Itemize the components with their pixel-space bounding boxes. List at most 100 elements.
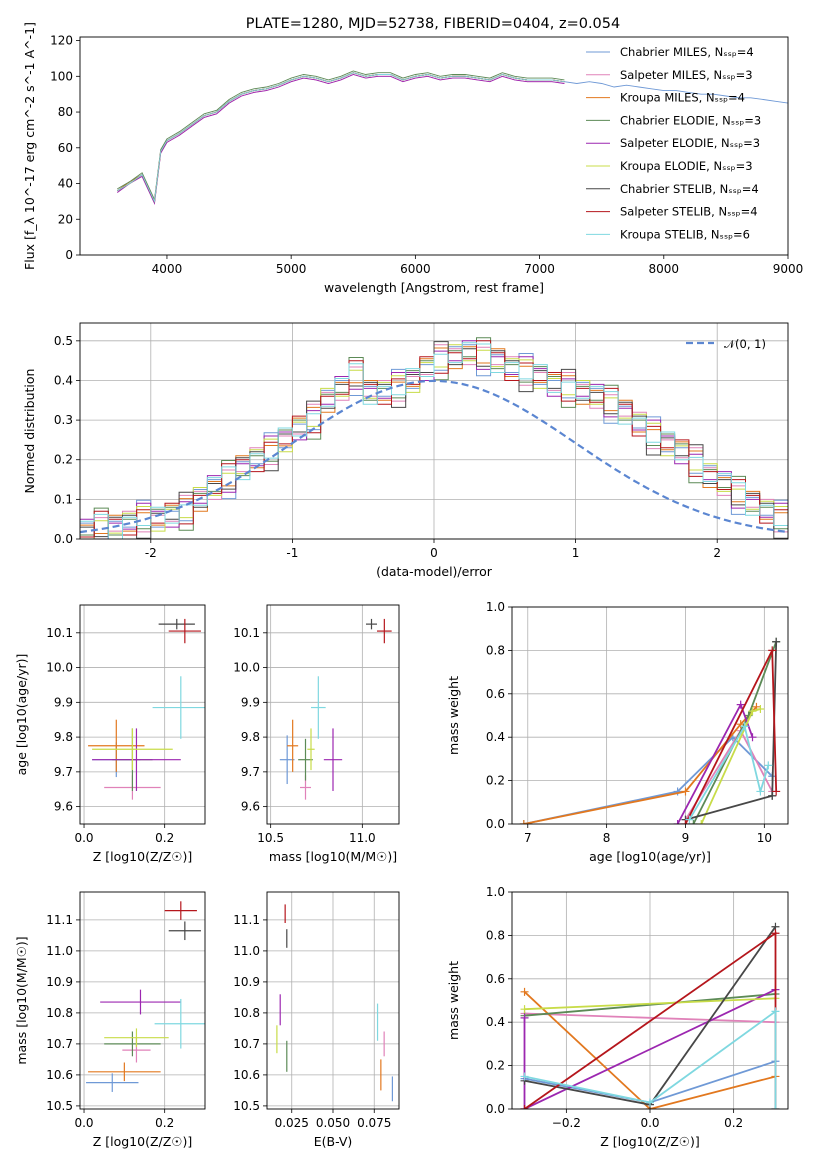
error-bar-point (104, 1031, 161, 1057)
y-tick-label: 10.6 (46, 1068, 73, 1082)
axes-frame (79, 891, 206, 1110)
legend-entry: Kroupa STELIB, Nₛₛₚ=6 (620, 227, 750, 241)
mass-weight-marker (771, 929, 780, 938)
y-tick-label: 10.5 (233, 1099, 260, 1113)
legend-entry: Salpeter STELIB, Nₛₛₚ=4 (620, 205, 758, 219)
mass-weight-marker (520, 1013, 529, 1022)
legend-entry: Chabrier MILES, Nₛₛₚ=4 (620, 45, 754, 59)
mass-weight-marker (520, 1072, 529, 1081)
y-axis-label: Normed distribution (22, 369, 37, 494)
x-tick-label: 0 (430, 546, 438, 560)
legend-entry: 𝒩(0, 1) (724, 337, 766, 351)
x-axis-label: Z [log10(Z/Z☉)] (93, 849, 193, 864)
spectrum-series-line (117, 72, 565, 204)
x-tick-label: 5000 (276, 262, 307, 276)
mass-weight-marker (772, 637, 781, 646)
mass-weight-marker (681, 787, 690, 796)
error-bar-point (152, 676, 205, 739)
y-tick-label: 0.0 (486, 817, 505, 831)
mass-weight-marker (748, 733, 757, 742)
chart-layer: 4000 5000 6000 7000 8000 9000020406080100120w… (14, 22, 803, 1149)
legend-entry: Chabrier ELODIE, Nₛₛₚ=3 (620, 113, 761, 127)
y-tick-label: 100 (50, 69, 73, 83)
x-tick-label: 8000 (649, 262, 680, 276)
legend-entry: Kroupa ELODIE, Nₛₛₚ=3 (620, 159, 753, 173)
y-tick-label: 9.8 (54, 730, 73, 744)
y-axis-label: Flux [f_λ 10^-17 erg cm^-2 s^-1 A^-1] (22, 22, 37, 270)
y-tick-label: 10.7 (46, 1037, 73, 1051)
x-axis-label: mass [log10(M/M☉)] (269, 849, 397, 864)
spectrum-series-line (117, 74, 565, 205)
y-tick-label: 120 (50, 34, 73, 48)
y-tick-label: 0.2 (486, 774, 505, 788)
y-tick-label: 9.7 (241, 765, 260, 779)
y-tick-label: 0.8 (486, 928, 505, 942)
spectrum-series-line (117, 72, 565, 204)
error-bar-point (92, 728, 173, 771)
y-tick-label: 10.9 (233, 975, 260, 989)
error-bar-point (88, 719, 145, 772)
error-bar-point (298, 738, 313, 781)
y-tick-label: 0 (65, 248, 73, 262)
mass-weight-marker (772, 787, 781, 796)
error-bar-point (168, 618, 201, 644)
error-bar-point (377, 618, 392, 644)
x-axis-label: wavelength [Angstrom, rest frame] (324, 280, 544, 295)
y-tick-label: 10.8 (46, 1006, 73, 1020)
spectrum-series-line (117, 72, 565, 204)
mass-weight-line (524, 1009, 777, 1109)
x-tick-label: -1 (286, 546, 298, 560)
mass-weight-marker (520, 1105, 529, 1109)
y-tick-label: 10.5 (46, 1099, 73, 1113)
x-tick-label: 7000 (524, 262, 555, 276)
y-tick-label: 20 (58, 212, 73, 226)
x-axis-label: Z [log10(Z/Z☉)] (600, 1134, 700, 1149)
y-tick-label: 11.0 (233, 944, 260, 958)
y-tick-label: 9.6 (241, 800, 260, 814)
y-tick-label: 9.9 (241, 695, 260, 709)
spectrum-series-line (117, 70, 565, 202)
x-tick-label: 10.5 (257, 831, 284, 845)
axes-frame (79, 322, 789, 540)
y-tick-label: 0.0 (486, 1102, 505, 1116)
x-tick-label: 0.0 (74, 831, 93, 845)
y-tick-label: 9.6 (54, 800, 73, 814)
mass-weight-line (524, 997, 776, 1011)
mass-weight-marker (740, 722, 749, 731)
x-tick-label: 0.050 (316, 1116, 350, 1130)
y-tick-label: 0.5 (54, 334, 73, 348)
x-tick-label: 0.0 (640, 1116, 659, 1130)
y-tick-label: 0.1 (54, 492, 73, 506)
error-bar-point (86, 1073, 139, 1092)
error-bar-point (100, 989, 181, 1015)
error-bar-point (323, 728, 343, 791)
mass-weight-marker (520, 1005, 529, 1014)
histogram-step (80, 342, 788, 539)
x-axis-label: E(B-V) (314, 1134, 353, 1149)
mass-weight-marker (519, 820, 528, 824)
axes-frame (266, 891, 400, 1110)
y-tick-label: 1.0 (486, 885, 505, 899)
spectrum-series-line (117, 72, 565, 204)
axes-frame (266, 604, 400, 825)
x-tick-label: 10 (757, 831, 772, 845)
axes-frame (79, 604, 206, 825)
mass-weight-marker (689, 820, 698, 824)
y-axis-label: mass [log10(M/M☉)] (14, 936, 29, 1064)
y-tick-label: 0.2 (486, 1059, 505, 1073)
y-tick-label: 40 (58, 177, 73, 191)
figure-title: PLATE=1280, MJD=52738, FIBERID=0404, z=0… (246, 16, 620, 32)
error-bar-point (311, 676, 326, 739)
x-tick-label: 4000 (152, 262, 183, 276)
spectrum-series-line (117, 74, 565, 205)
x-axis-label: age [log10(age/yr)] (589, 849, 711, 864)
x-tick-label: 0.025 (275, 1116, 309, 1130)
y-tick-label: 0.4 (486, 1015, 505, 1029)
y-tick-label: 10.0 (46, 661, 73, 675)
y-tick-label: 0.4 (54, 373, 73, 387)
y-tick-label: 9.8 (241, 730, 260, 744)
error-bar-point (88, 1062, 161, 1082)
mass-weight-marker (673, 820, 682, 824)
x-tick-label: 0.0 (74, 1116, 93, 1130)
